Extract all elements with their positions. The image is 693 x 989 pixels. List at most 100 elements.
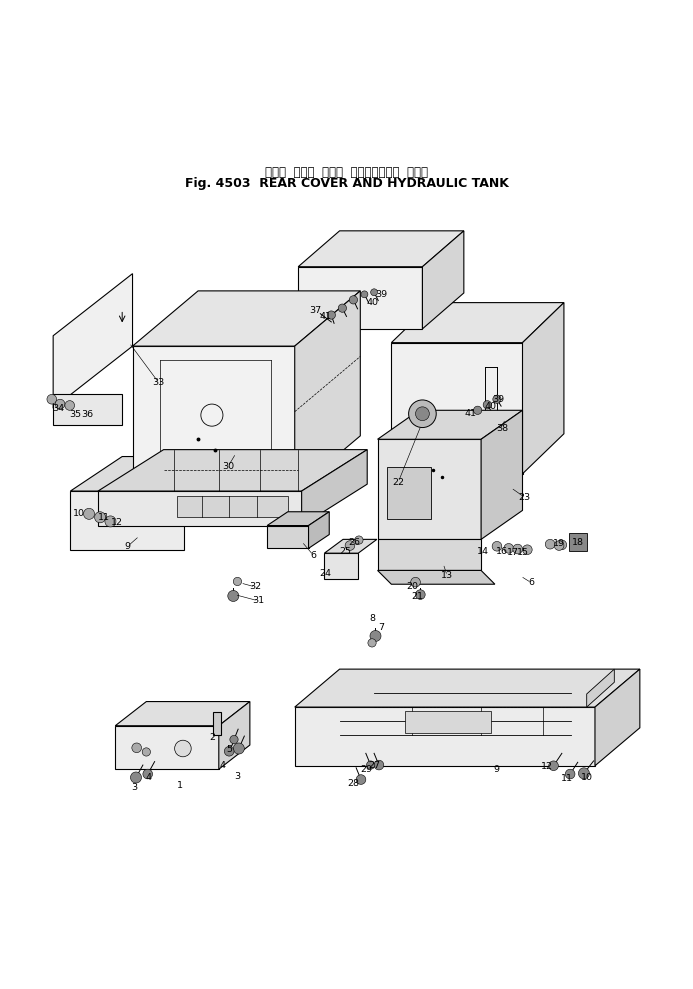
Circle shape bbox=[493, 396, 501, 404]
Polygon shape bbox=[53, 395, 122, 425]
Polygon shape bbox=[324, 553, 358, 579]
Text: 36: 36 bbox=[81, 409, 93, 419]
Polygon shape bbox=[378, 571, 495, 584]
Polygon shape bbox=[295, 670, 640, 707]
Circle shape bbox=[370, 630, 381, 642]
Text: 35: 35 bbox=[69, 409, 81, 419]
Circle shape bbox=[409, 400, 436, 427]
Text: 10: 10 bbox=[581, 773, 593, 782]
Polygon shape bbox=[98, 492, 301, 525]
Circle shape bbox=[230, 736, 238, 744]
Polygon shape bbox=[267, 511, 329, 525]
Polygon shape bbox=[98, 450, 367, 492]
Circle shape bbox=[345, 541, 355, 551]
Text: 31: 31 bbox=[252, 596, 264, 605]
Text: 17: 17 bbox=[507, 548, 519, 557]
Polygon shape bbox=[53, 274, 132, 408]
Text: 11: 11 bbox=[561, 773, 573, 782]
Circle shape bbox=[355, 536, 363, 544]
Text: 5: 5 bbox=[226, 746, 232, 755]
Circle shape bbox=[492, 541, 502, 551]
Polygon shape bbox=[295, 707, 595, 765]
Circle shape bbox=[367, 761, 375, 769]
Text: 39: 39 bbox=[375, 290, 387, 299]
Text: 12: 12 bbox=[541, 762, 552, 771]
Polygon shape bbox=[115, 701, 250, 726]
Circle shape bbox=[55, 400, 65, 408]
Polygon shape bbox=[392, 342, 523, 474]
Text: 14: 14 bbox=[477, 547, 489, 556]
Text: 33: 33 bbox=[152, 378, 165, 387]
Circle shape bbox=[513, 544, 523, 554]
Text: リヤー  カバー  および  ハイドロリック  タンク: リヤー カバー および ハイドロリック タンク bbox=[265, 166, 428, 179]
Polygon shape bbox=[219, 701, 250, 769]
Text: 24: 24 bbox=[319, 569, 332, 578]
Text: 21: 21 bbox=[411, 592, 423, 601]
Text: 20: 20 bbox=[407, 583, 419, 591]
Polygon shape bbox=[378, 539, 481, 571]
Circle shape bbox=[143, 769, 152, 779]
Circle shape bbox=[132, 743, 141, 753]
Text: 4: 4 bbox=[219, 761, 225, 769]
Text: 41: 41 bbox=[465, 409, 477, 418]
Bar bbox=[405, 710, 491, 733]
Text: 18: 18 bbox=[572, 538, 584, 547]
Circle shape bbox=[142, 748, 150, 757]
Circle shape bbox=[579, 767, 590, 779]
Circle shape bbox=[374, 761, 384, 769]
Text: 11: 11 bbox=[98, 512, 109, 522]
Circle shape bbox=[228, 590, 239, 601]
Circle shape bbox=[105, 516, 116, 527]
Circle shape bbox=[338, 304, 346, 313]
Text: 3: 3 bbox=[132, 783, 138, 792]
Text: 7: 7 bbox=[378, 622, 384, 632]
Text: 19: 19 bbox=[553, 539, 565, 548]
Polygon shape bbox=[71, 492, 184, 550]
Circle shape bbox=[327, 311, 335, 319]
Text: 9: 9 bbox=[493, 764, 499, 773]
Circle shape bbox=[225, 747, 234, 757]
Polygon shape bbox=[298, 267, 423, 329]
Text: 6: 6 bbox=[529, 579, 534, 587]
Text: 22: 22 bbox=[392, 478, 404, 487]
Circle shape bbox=[356, 774, 366, 784]
Circle shape bbox=[416, 589, 426, 599]
Text: 10: 10 bbox=[73, 509, 85, 518]
Text: 9: 9 bbox=[125, 542, 131, 551]
Circle shape bbox=[84, 508, 94, 519]
Text: 27: 27 bbox=[368, 762, 380, 770]
Circle shape bbox=[94, 511, 105, 523]
Text: 30: 30 bbox=[222, 463, 234, 472]
Circle shape bbox=[371, 289, 378, 296]
Polygon shape bbox=[324, 539, 377, 553]
Circle shape bbox=[368, 639, 376, 647]
Polygon shape bbox=[595, 670, 640, 765]
Bar bbox=[569, 533, 587, 551]
Circle shape bbox=[523, 545, 532, 555]
Text: 40: 40 bbox=[484, 402, 496, 410]
Circle shape bbox=[565, 769, 575, 779]
Text: 4: 4 bbox=[146, 773, 151, 782]
Text: 2: 2 bbox=[209, 733, 215, 742]
Text: 25: 25 bbox=[339, 547, 351, 556]
Polygon shape bbox=[301, 450, 367, 525]
Text: 28: 28 bbox=[347, 778, 360, 787]
Polygon shape bbox=[587, 670, 614, 707]
Circle shape bbox=[65, 401, 75, 410]
Text: 13: 13 bbox=[441, 572, 453, 581]
Text: 12: 12 bbox=[112, 518, 123, 527]
Text: 41: 41 bbox=[319, 312, 332, 320]
Circle shape bbox=[361, 291, 368, 298]
Circle shape bbox=[504, 544, 514, 553]
Circle shape bbox=[557, 540, 567, 550]
Bar bbox=[387, 467, 432, 518]
Polygon shape bbox=[267, 525, 308, 548]
Polygon shape bbox=[378, 439, 481, 539]
Polygon shape bbox=[115, 726, 219, 769]
Text: 1: 1 bbox=[177, 781, 182, 790]
Text: 3: 3 bbox=[234, 771, 240, 780]
Polygon shape bbox=[481, 410, 523, 539]
Circle shape bbox=[473, 406, 482, 414]
Polygon shape bbox=[295, 291, 360, 492]
Circle shape bbox=[554, 541, 564, 551]
